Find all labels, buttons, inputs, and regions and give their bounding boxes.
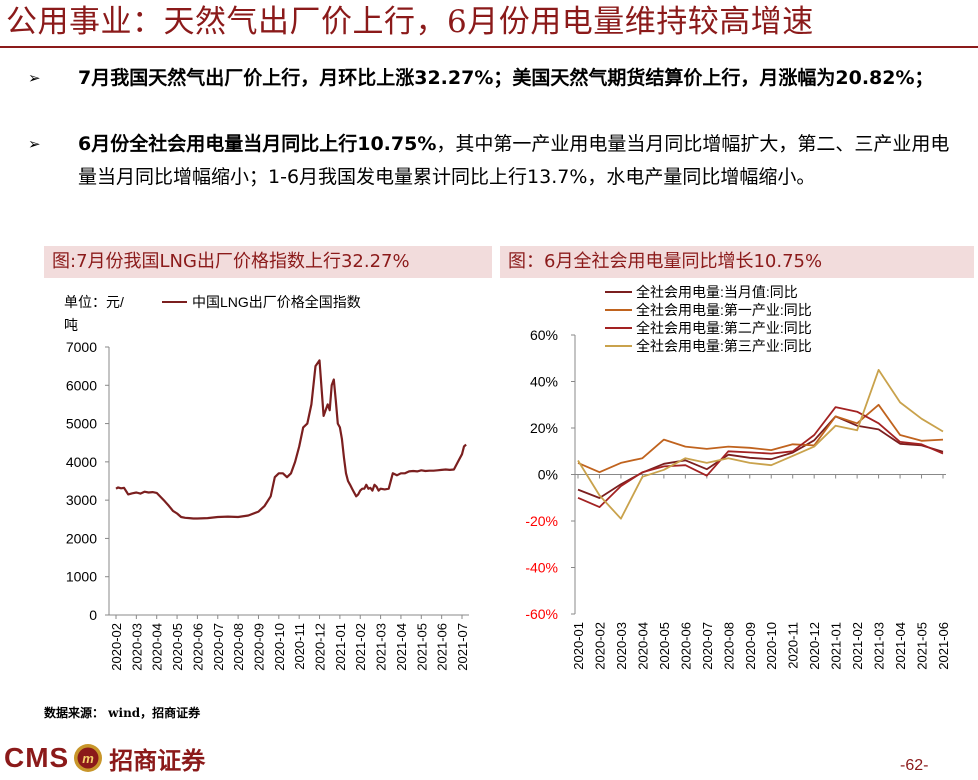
unit-label-cont: 吨 (64, 317, 78, 333)
x-tick-label: 2020-05 (657, 622, 672, 670)
bullet-fragment: 32.27% (414, 67, 494, 89)
y-tick-label: -40% (525, 560, 558, 576)
logo-cms-text: CMS (4, 742, 70, 773)
legend-label: 全社会用电量:当月值:同比 (636, 284, 798, 300)
y-tick-label: 40% (530, 374, 558, 390)
x-tick-label: 2021-07 (455, 623, 470, 671)
x-tick-label: 2020-06 (678, 622, 693, 670)
x-tick-label: 2020-12 (313, 623, 328, 671)
cms-emblem-icon: m (74, 744, 103, 772)
x-tick-label: 2021-02 (353, 623, 368, 671)
x-tick-label: 2021-01 (829, 622, 844, 670)
bullet-fragment: 10.75% (357, 133, 437, 155)
x-tick-label: 2020-09 (743, 622, 758, 670)
bullet-arrow-icon: ➢ (28, 135, 41, 153)
chart-left-title: 图:7月份我国LNG出厂价格指数上行32.27% (44, 246, 492, 278)
page-number: -62- (900, 757, 929, 774)
bullet-text: 6月份全社会用电量当月同比上行10.75%，其中第一产业用电量当月同比增幅扩大，… (30, 128, 965, 194)
y-tick-label: 3000 (66, 492, 97, 508)
chart-right-title: 图：6月全社会用电量同比增长10.75% (500, 246, 974, 278)
electricity-yoy-chart: -60% -40% -20% 0% 20% 40% 60% 2020-01 2020-02 202… (525, 284, 951, 670)
x-tick-label: 2021-06 (936, 622, 951, 670)
cms-logo: CMS m 招商证券 (4, 741, 205, 775)
y-tick-label: 4000 (66, 454, 97, 470)
lng-price-chart: 0 1000 2000 3000 4000 5000 6000 7000 2020-02 2020… (64, 294, 470, 671)
x-tick-label: 2020-08 (231, 623, 246, 671)
logo-cn-text: 招商证券 (109, 745, 206, 775)
legend-label: 全社会用电量:第三产业:同比 (636, 338, 812, 354)
bullet-fragment: 6月份全社会用电量当月同比上行 (78, 133, 358, 155)
x-tick-label: 2020-09 (251, 623, 266, 671)
x-tick-label: 2020-02 (592, 622, 607, 670)
legend-label: 全社会用电量:第一产业:同比 (636, 302, 812, 318)
x-tick-label: 2021-04 (893, 622, 908, 670)
x-tick-label: 2020-03 (129, 623, 144, 671)
x-tick-label: 2020-10 (272, 623, 287, 671)
series-line-lng-index (115, 359, 467, 520)
x-tick-label: 2021-03 (374, 623, 389, 671)
legend-label: 中国LNG出厂价格全国指数 (192, 294, 361, 310)
x-tick-label: 2021-04 (394, 623, 409, 671)
y-tick-label: 5000 (66, 416, 97, 432)
x-tick-label: 2020-11 (292, 623, 307, 670)
bullet-arrow-icon: ➢ (28, 69, 41, 87)
y-tick-label: -20% (525, 513, 558, 529)
x-tick-label: 2021-05 (915, 622, 930, 670)
data-source: 数据来源： wind，招商证券 (44, 706, 201, 720)
x-tick-label: 2021-06 (435, 623, 450, 671)
svg-text:m: m (82, 751, 94, 766)
y-tick-label: 6000 (66, 377, 97, 393)
page-title: 公用事业：天然气出厂价上行，6月份用电量维持较高增速 (6, 4, 814, 40)
y-tick-label: -60% (525, 606, 558, 622)
y-tick-label: 0 (89, 607, 97, 623)
y-tick-label: 7000 (66, 339, 97, 355)
bullet-text: 7月我国天然气出厂价上行，月环比上涨32.27%；美国天然气期货结算价上行，月涨… (30, 62, 965, 95)
legend-label: 全社会用电量:第二产业:同比 (636, 320, 812, 336)
x-tick-label: 2020-12 (807, 622, 822, 670)
series-line-3 (577, 406, 944, 509)
x-tick-label: 2020-11 (786, 622, 801, 669)
unit-label: 单位：元/ (64, 294, 124, 310)
bullet-item: ➢ 6月份全社会用电量当月同比上行10.75%，其中第一产业用电量当月同比增幅扩大… (28, 128, 965, 194)
x-tick-label: 2020-07 (211, 623, 226, 671)
y-tick-label: 20% (530, 420, 558, 436)
y-tick-label: 60% (530, 327, 558, 343)
bullet-item: ➢ 7月我国天然气出厂价上行，月环比上涨32.27%；美国天然气期货结算价上行，月… (28, 62, 965, 95)
series-line-2 (577, 403, 944, 474)
x-tick-label: 2020-07 (700, 622, 715, 670)
y-tick-label: 0% (538, 467, 558, 483)
x-tick-label: 2020-04 (635, 622, 650, 670)
x-tick-label: 2020-08 (721, 622, 736, 670)
x-tick-label: 2020-03 (614, 622, 629, 670)
y-tick-label: 2000 (66, 530, 97, 546)
x-tick-label: 2020-02 (109, 623, 124, 671)
bullet-fragment: 20.82% (835, 67, 915, 89)
x-tick-label: 2021-01 (333, 623, 348, 671)
x-tick-label: 2020-10 (764, 622, 779, 670)
title-divider (0, 46, 978, 48)
bullet-fragment: 7月我国天然气出厂价上行，月环比上涨 (78, 67, 415, 89)
y-tick-label: 1000 (66, 569, 97, 585)
bullet-fragment: ； (914, 67, 934, 89)
series-line-4 (577, 369, 944, 520)
bullet-fragment: ；美国天然气期货结算价上行，月涨幅为 (493, 67, 836, 89)
x-tick-label: 2020-06 (190, 623, 205, 671)
x-tick-label: 2021-03 (872, 622, 887, 670)
x-tick-label: 2021-05 (414, 623, 429, 671)
x-tick-label: 2020-05 (170, 623, 185, 671)
bullet-fragment: ，其中第一产业用电量当月同比增幅扩大，第二、三产业用电量当月同比增幅缩小；1-6… (78, 133, 950, 188)
series-line-1 (577, 415, 944, 499)
x-tick-label: 2020-04 (150, 623, 165, 671)
x-tick-label: 2020-01 (571, 622, 586, 670)
x-tick-label: 2021-02 (850, 622, 865, 670)
